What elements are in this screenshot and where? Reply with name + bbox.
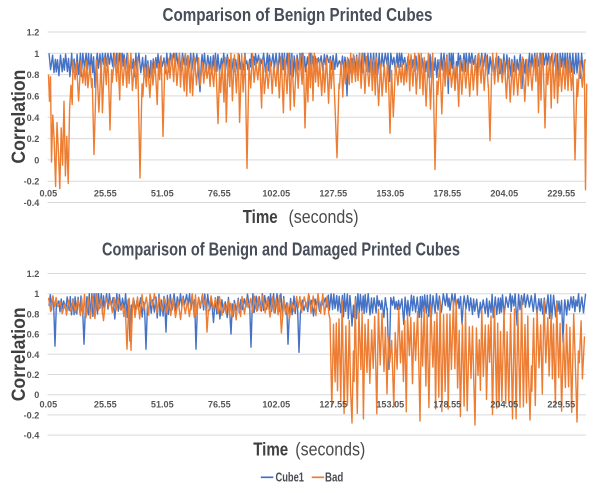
svg-text:Correlation: Correlation xyxy=(8,307,30,401)
svg-text:25.55: 25.55 xyxy=(94,400,117,410)
svg-text:76.55: 76.55 xyxy=(208,189,231,199)
svg-text:51.05: 51.05 xyxy=(151,189,174,199)
svg-text:Time: Time xyxy=(243,207,278,227)
svg-text:0: 0 xyxy=(34,390,39,400)
svg-text:0.8: 0.8 xyxy=(27,70,40,80)
svg-text:153.05: 153.05 xyxy=(376,400,404,410)
svg-text:51.05: 51.05 xyxy=(151,400,174,410)
svg-text:229.55: 229.55 xyxy=(547,189,575,199)
svg-text:0.05: 0.05 xyxy=(39,400,57,410)
svg-text:Correlation: Correlation xyxy=(8,70,30,164)
svg-text:102.05: 102.05 xyxy=(262,400,290,410)
svg-text:Comparison of Benign Printed C: Comparison of Benign Printed Cubes xyxy=(163,5,433,25)
svg-text:0.6: 0.6 xyxy=(27,330,40,340)
svg-text:0: 0 xyxy=(34,155,39,165)
svg-text:127.55: 127.55 xyxy=(319,400,347,410)
svg-text:-0.2: -0.2 xyxy=(24,410,40,420)
svg-text:0.8: 0.8 xyxy=(27,309,40,319)
svg-text:1: 1 xyxy=(34,289,39,299)
svg-text:204.05: 204.05 xyxy=(490,400,518,410)
svg-text:102.05: 102.05 xyxy=(262,189,290,199)
svg-text:1: 1 xyxy=(34,49,39,59)
svg-text:Time: Time xyxy=(253,440,288,460)
svg-text:0.4: 0.4 xyxy=(27,350,41,360)
svg-text:Bad: Bad xyxy=(325,470,343,485)
svg-text:127.55: 127.55 xyxy=(319,189,347,199)
svg-text:-0.4: -0.4 xyxy=(24,431,41,441)
svg-text:(seconds): (seconds) xyxy=(289,207,359,227)
svg-text:0.05: 0.05 xyxy=(39,189,57,199)
svg-text:204.05: 204.05 xyxy=(490,189,518,199)
svg-text:25.55: 25.55 xyxy=(94,189,117,199)
svg-text:0.6: 0.6 xyxy=(27,91,40,101)
svg-text:178.55: 178.55 xyxy=(433,189,461,199)
svg-text:178.55: 178.55 xyxy=(433,400,461,410)
svg-text:0.2: 0.2 xyxy=(27,370,40,380)
svg-text:76.55: 76.55 xyxy=(208,400,231,410)
svg-text:0.4: 0.4 xyxy=(27,113,41,123)
svg-text:153.05: 153.05 xyxy=(376,189,404,199)
svg-text:-0.2: -0.2 xyxy=(24,177,40,187)
svg-text:1.2: 1.2 xyxy=(27,28,40,38)
svg-text:-0.4: -0.4 xyxy=(24,198,41,208)
svg-text:(seconds): (seconds) xyxy=(295,440,365,460)
svg-text:Comparison of Benign and Damag: Comparison of Benign and Damaged Printed… xyxy=(102,240,460,260)
svg-text:0.2: 0.2 xyxy=(27,134,40,144)
svg-text:1.2: 1.2 xyxy=(27,269,40,279)
svg-text:Cube1: Cube1 xyxy=(276,470,305,485)
svg-text:229.55: 229.55 xyxy=(547,400,575,410)
